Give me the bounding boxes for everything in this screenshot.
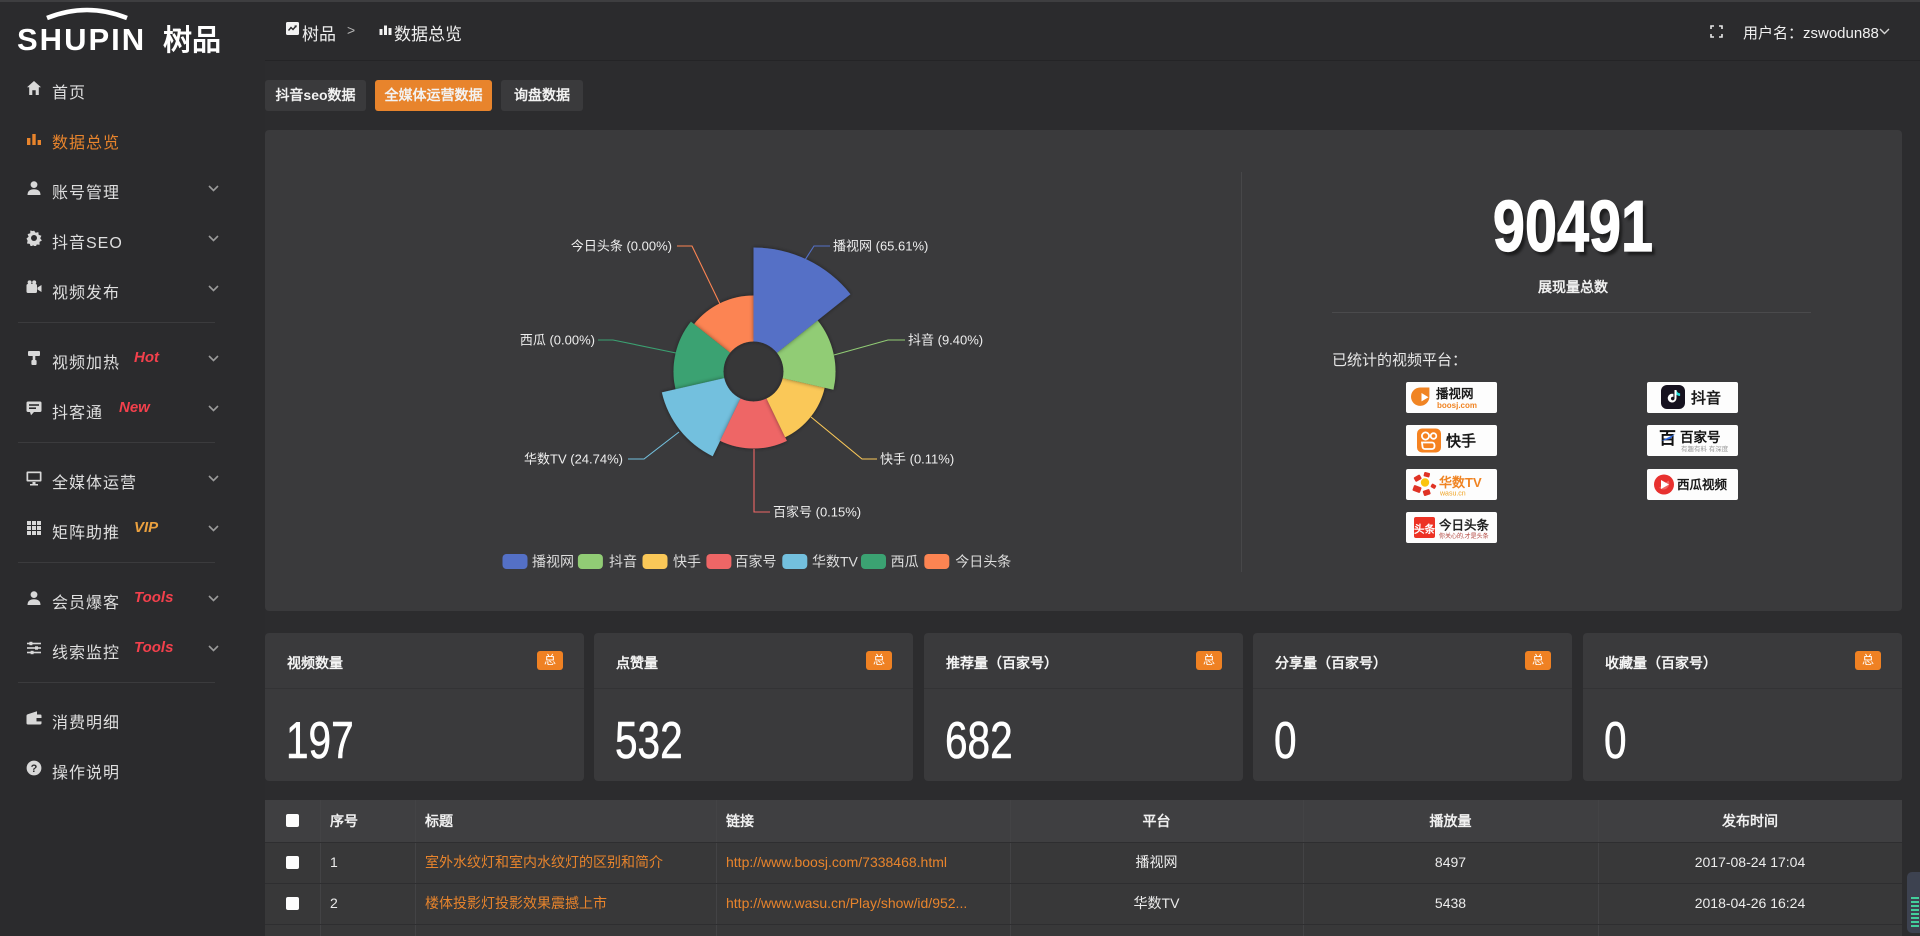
svg-text:快手 (0.11%): 快手 (0.11%) [880, 452, 954, 467]
svg-text:快手: 快手 [1446, 432, 1476, 450]
svg-text:华数TV: 华数TV [812, 554, 859, 570]
svg-text:树品: 树品 [163, 24, 221, 57]
svg-text:百家号: 百家号 [1680, 429, 1721, 445]
svg-text:抖音: 抖音 [609, 554, 637, 570]
svg-text:西瓜视频: 西瓜视频 [1677, 477, 1728, 492]
svg-text:百家号: 百家号 [735, 554, 777, 570]
svg-text:有趣有料 有深度: 有趣有料 有深度 [1681, 444, 1729, 453]
svg-text:百家号 (0.15%): 百家号 (0.15%) [773, 505, 861, 520]
svg-text:抖音 (9.40%): 抖音 (9.40%) [908, 333, 983, 348]
svg-text:SHUPIN: SHUPIN [17, 22, 146, 57]
svg-text:快手: 快手 [673, 554, 701, 570]
svg-text:今日头条: 今日头条 [1438, 518, 1490, 533]
svg-text:boosj.com: boosj.com [1437, 401, 1477, 410]
svg-text:西瓜: 西瓜 [891, 554, 919, 570]
svg-text:华数TV: 华数TV [1439, 475, 1482, 490]
svg-text:今日头条 (0.00%): 今日头条 (0.00%) [571, 239, 672, 254]
svg-text:wasu.cn: wasu.cn [1439, 491, 1466, 498]
svg-text:抖音: 抖音 [1691, 389, 1721, 407]
svg-text:播视网: 播视网 [532, 554, 574, 570]
svg-text:?: ? [31, 763, 38, 775]
svg-text:今日头条: 今日头条 [955, 554, 1011, 570]
svg-text:头条: 头条 [1414, 523, 1436, 536]
svg-text:播视网: 播视网 [1436, 386, 1474, 401]
svg-text:华数TV (24.74%): 华数TV (24.74%) [524, 452, 623, 467]
svg-text:播视网 (65.61%): 播视网 (65.61%) [833, 239, 928, 254]
svg-text:西瓜 (0.00%): 西瓜 (0.00%) [520, 333, 595, 348]
svg-text:你关心的,才是头条: 你关心的,才是头条 [1439, 532, 1489, 540]
